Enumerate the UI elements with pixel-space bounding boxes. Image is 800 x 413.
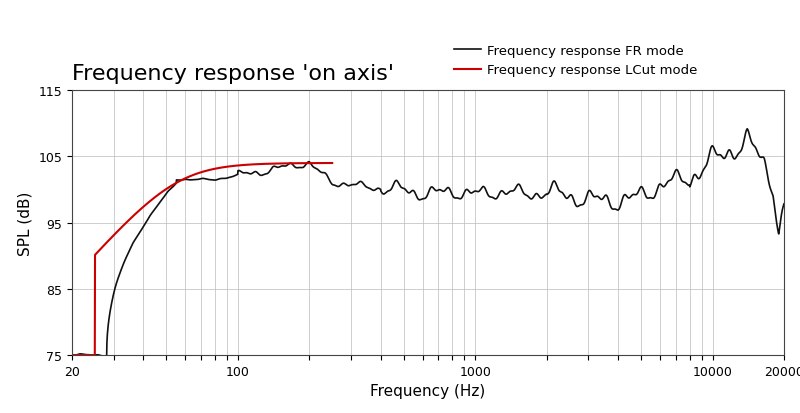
Frequency response FR mode: [779, 202, 789, 207]
Frequency response FR mode: [341, 182, 350, 187]
Frequency response LCut mode: [190, 172, 200, 177]
Y-axis label: SPL (dB): SPL (dB): [18, 191, 33, 255]
Text: Frequency response 'on axis': Frequency response 'on axis': [72, 64, 394, 84]
Line: Frequency response LCut mode: Frequency response LCut mode: [72, 164, 332, 355]
Frequency response LCut mode: [315, 161, 325, 166]
Frequency response LCut mode: [325, 161, 334, 166]
Frequency response FR mode: [766, 187, 775, 192]
Frequency response LCut mode: [285, 161, 294, 166]
Frequency response LCut mode: [67, 353, 77, 358]
Line: Frequency response FR mode: Frequency response FR mode: [72, 129, 784, 356]
Frequency response LCut mode: [278, 161, 287, 166]
Frequency response FR mode: [742, 127, 752, 132]
Frequency response FR mode: [371, 187, 381, 192]
Frequency response LCut mode: [287, 161, 297, 166]
X-axis label: Frequency (Hz): Frequency (Hz): [370, 383, 486, 399]
Frequency response FR mode: [149, 209, 158, 214]
Frequency response FR mode: [67, 353, 77, 358]
Frequency response FR mode: [191, 178, 201, 183]
Frequency response FR mode: [689, 174, 698, 179]
Frequency response FR mode: [99, 354, 109, 358]
Legend: Frequency response FR mode, Frequency response LCut mode: Frequency response FR mode, Frequency re…: [449, 39, 702, 82]
